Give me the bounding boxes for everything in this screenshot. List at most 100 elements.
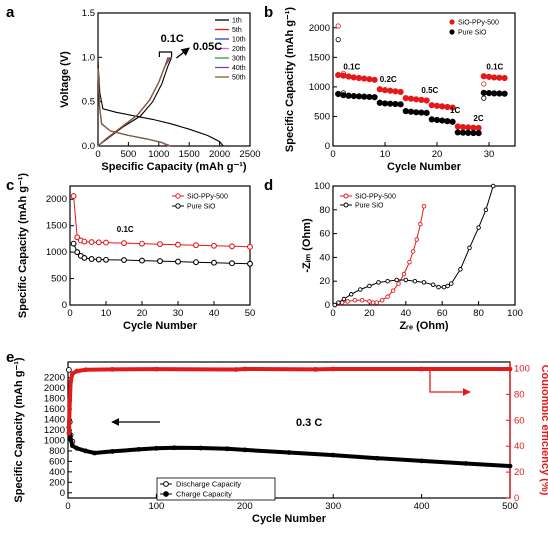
data-point: [66, 366, 72, 373]
y-tick-label: 0: [325, 300, 330, 311]
data-point-charge: [480, 73, 487, 80]
data-point-charge: [480, 89, 487, 96]
series-line-discharge: [97, 67, 170, 147]
data-point: [336, 300, 341, 305]
data-point-discharge: [501, 75, 508, 81]
y-tick-label: 0: [62, 300, 67, 311]
data-point-discharge: [340, 70, 346, 76]
x-tick-label: 10: [380, 149, 391, 160]
plot-frame: [67, 361, 511, 499]
y-tick-label: 80: [319, 205, 330, 216]
x-tick-label: 1000: [148, 149, 169, 160]
data-point: [345, 299, 350, 304]
data-point: [211, 242, 217, 249]
arrow: [429, 369, 471, 396]
data-point: [70, 371, 75, 377]
data-point: [68, 437, 74, 442]
data-point: [419, 458, 424, 464]
data-point: [430, 282, 436, 288]
data-point: [74, 368, 80, 374]
x-tick-label: 100: [507, 308, 523, 319]
data-point-discharge: [475, 130, 482, 136]
series-line-charge: [97, 57, 173, 147]
data-point-discharge: [434, 117, 440, 123]
legend-label: 1th: [232, 18, 242, 25]
legend-label: 10th: [232, 37, 246, 44]
y2-tick-label: 80: [514, 389, 525, 400]
data-point: [490, 183, 496, 189]
y-tick-label: 500: [51, 274, 67, 285]
data-point-discharge: [423, 98, 430, 104]
series-line: [334, 206, 425, 306]
plot-frame: [332, 185, 516, 306]
legend-marker: [343, 193, 349, 199]
panel-label: d: [264, 177, 273, 194]
bracket: [158, 51, 173, 57]
annotation: 0.3 C: [296, 417, 322, 429]
series-line: [66, 366, 510, 434]
x-tick-label: 400: [414, 501, 430, 512]
y-tick-label: 1600: [44, 404, 65, 415]
y-tick-label: 0.0: [82, 141, 95, 152]
x-tick-label: 40: [401, 308, 412, 319]
data-point: [81, 238, 88, 245]
y-tick-label: 0: [60, 488, 65, 499]
data-point: [286, 450, 292, 455]
data-point: [483, 207, 489, 213]
panel-a: 0 500 1000 1500 2000 2500 0.0 0.5 1.0 1.5 Specific…: [59, 8, 261, 173]
data-point: [193, 242, 199, 249]
y2-tick-label: 40: [514, 441, 525, 452]
data-point: [242, 447, 248, 453]
data-point: [370, 300, 376, 305]
data-point-discharge: [335, 36, 341, 43]
y-tick-label: 1.5: [82, 8, 95, 19]
arrow: [176, 47, 190, 59]
data-point-discharge: [397, 101, 404, 107]
data-point: [95, 256, 102, 263]
data-point: [233, 367, 239, 372]
data-point: [157, 241, 163, 248]
data-point-discharge: [340, 90, 346, 96]
annotation: 0.2C: [380, 75, 397, 84]
data-point: [410, 249, 416, 254]
data-point: [247, 243, 253, 250]
series-line: [66, 427, 511, 469]
data-point: [401, 271, 407, 277]
annotation: 0.1C: [343, 63, 360, 72]
data-point: [367, 283, 372, 289]
data-point: [83, 448, 89, 454]
series-line-charge: [97, 57, 170, 147]
y-tick-label: 1000: [44, 435, 65, 446]
data-point: [70, 193, 77, 199]
series-line-discharge: [97, 67, 170, 147]
legend-marker: [449, 19, 455, 25]
y2-tick-label: 60: [514, 415, 525, 426]
data-point: [358, 287, 363, 292]
series-line-charge: [97, 57, 170, 147]
x-tick-label: 0: [67, 308, 72, 319]
annotation: 0.05C: [193, 41, 222, 53]
x-axis-label: Zᵣₑ (Ohm): [399, 320, 448, 332]
series-line-discharge: [97, 61, 224, 147]
panel-label: e: [6, 349, 14, 366]
x-tick-label: 300: [325, 501, 341, 512]
panel-label: a: [6, 4, 15, 21]
y-tick-label: 2000: [309, 23, 330, 34]
y-tick-label: 400: [49, 467, 65, 478]
legend-box: [156, 477, 276, 501]
data-point: [376, 280, 381, 285]
data-point: [70, 240, 77, 247]
data-point: [341, 296, 347, 302]
panel-b: 0 10 20 30 0 500 1000 1500 2000 Cycle Number Speci…: [284, 7, 516, 173]
data-point-charge: [335, 90, 342, 98]
annotation: 0.1C: [117, 225, 134, 234]
legend-label: Discharge Capacity: [176, 480, 241, 489]
data-point-discharge: [439, 117, 445, 123]
y-tick-label: 20: [319, 276, 330, 287]
series-line-charge: [97, 57, 169, 147]
x-tick-label: 20: [432, 149, 443, 160]
annotation: 2C: [473, 114, 483, 123]
y-tick-label: 40: [319, 252, 330, 263]
y2-tick-label: 0: [514, 493, 519, 504]
y-tick-label: 1000: [46, 247, 67, 258]
